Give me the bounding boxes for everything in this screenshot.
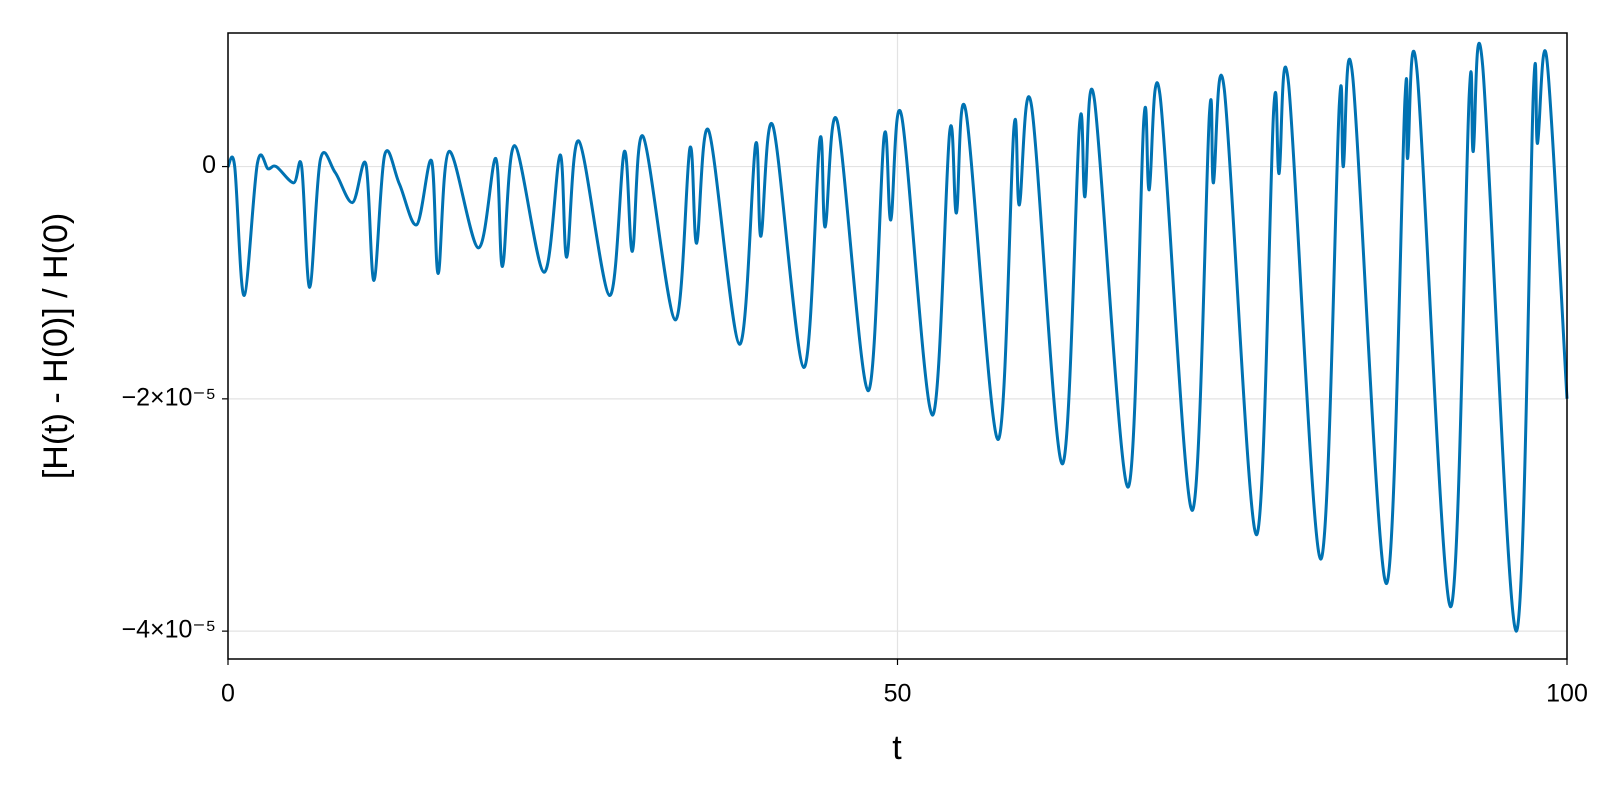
x-tick-label: 50: [884, 680, 912, 708]
y-tick-label: 0: [202, 151, 216, 179]
y-tick-label: −2×10⁻⁵: [122, 383, 216, 411]
x-axis-label: t: [892, 729, 902, 767]
y-tick-label: −4×10⁻⁵: [122, 616, 216, 644]
x-tick-label: 0: [221, 680, 235, 708]
data-line: [226, 41, 1569, 633]
x-tick-label: 100: [1546, 680, 1588, 708]
plot-frame: [227, 32, 1568, 660]
y-axis-label: [H(t) - H(0)] / H(0): [37, 213, 75, 479]
